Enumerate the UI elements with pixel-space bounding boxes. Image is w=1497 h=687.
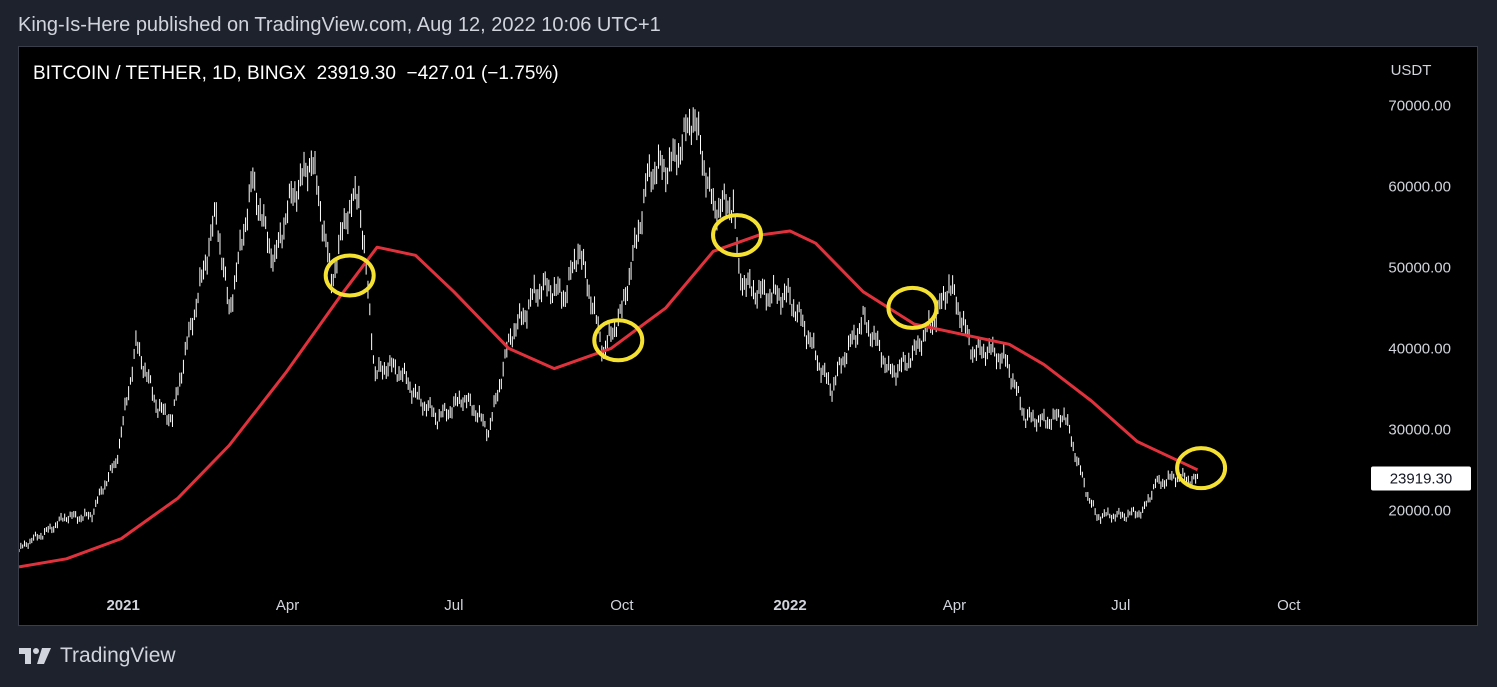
footer-brand[interactable]: TradingView [60, 644, 176, 667]
x-tick-label: Oct [1277, 597, 1301, 614]
highlight-circle [592, 318, 645, 363]
last-price-label: 23919.30 [1390, 471, 1453, 488]
x-tick-label: 2022 [773, 597, 806, 614]
highlight-circle [323, 253, 376, 298]
tradingview-logo-icon [19, 648, 51, 664]
published-info: King-Is-Here published on TradingView.co… [18, 14, 661, 36]
chart-panel[interactable]: USDT 70000.00 60000.00 50000.00 40000.00 3000… [18, 46, 1478, 626]
x-tick-label: Apr [276, 597, 299, 614]
footer: TradingView [18, 644, 176, 668]
symbol-sep-2: , [236, 63, 247, 84]
x-tick-label: 2021 [106, 597, 139, 614]
last-price-tag [1371, 466, 1471, 491]
y-tick-label: 60000.00 [1388, 179, 1451, 196]
highlight-circle [886, 285, 939, 330]
x-tick-label: Apr [943, 597, 966, 614]
symbol-last: 23919.30 [316, 63, 396, 84]
y-tick-label: 30000.00 [1388, 421, 1451, 438]
price-chart[interactable]: USDT 70000.00 60000.00 50000.00 40000.00 3000… [19, 47, 1477, 625]
symbol-sep-1: , [201, 63, 213, 84]
x-tick-label: Jul [444, 597, 463, 614]
x-tick-label: Jul [1111, 597, 1130, 614]
y-tick-label: 40000.00 [1388, 340, 1451, 357]
symbol-gap-1 [306, 63, 317, 84]
y-axis-unit: USDT [1391, 62, 1432, 79]
symbol-pair: BITCOIN / TETHER [33, 63, 202, 84]
symbol-exchange: BINGX [246, 63, 307, 84]
symbol-change-pct: (−1.75%) [480, 63, 559, 84]
symbol-interval: 1D [212, 63, 237, 84]
y-tick-label: 50000.00 [1388, 259, 1451, 276]
y-tick-label: 70000.00 [1388, 98, 1451, 115]
highlight-circle [711, 213, 764, 258]
symbol-change: −427.01 [406, 63, 476, 84]
x-tick-label: Oct [610, 597, 634, 614]
symbol-gap-2 [396, 63, 407, 84]
symbol-legend[interactable]: BITCOIN / TETHER, 1D, BINGX 23919.30 −42… [33, 63, 559, 85]
y-tick-label: 20000.00 [1388, 502, 1451, 519]
plot-background [19, 47, 1477, 625]
highlight-circle [1175, 446, 1228, 491]
